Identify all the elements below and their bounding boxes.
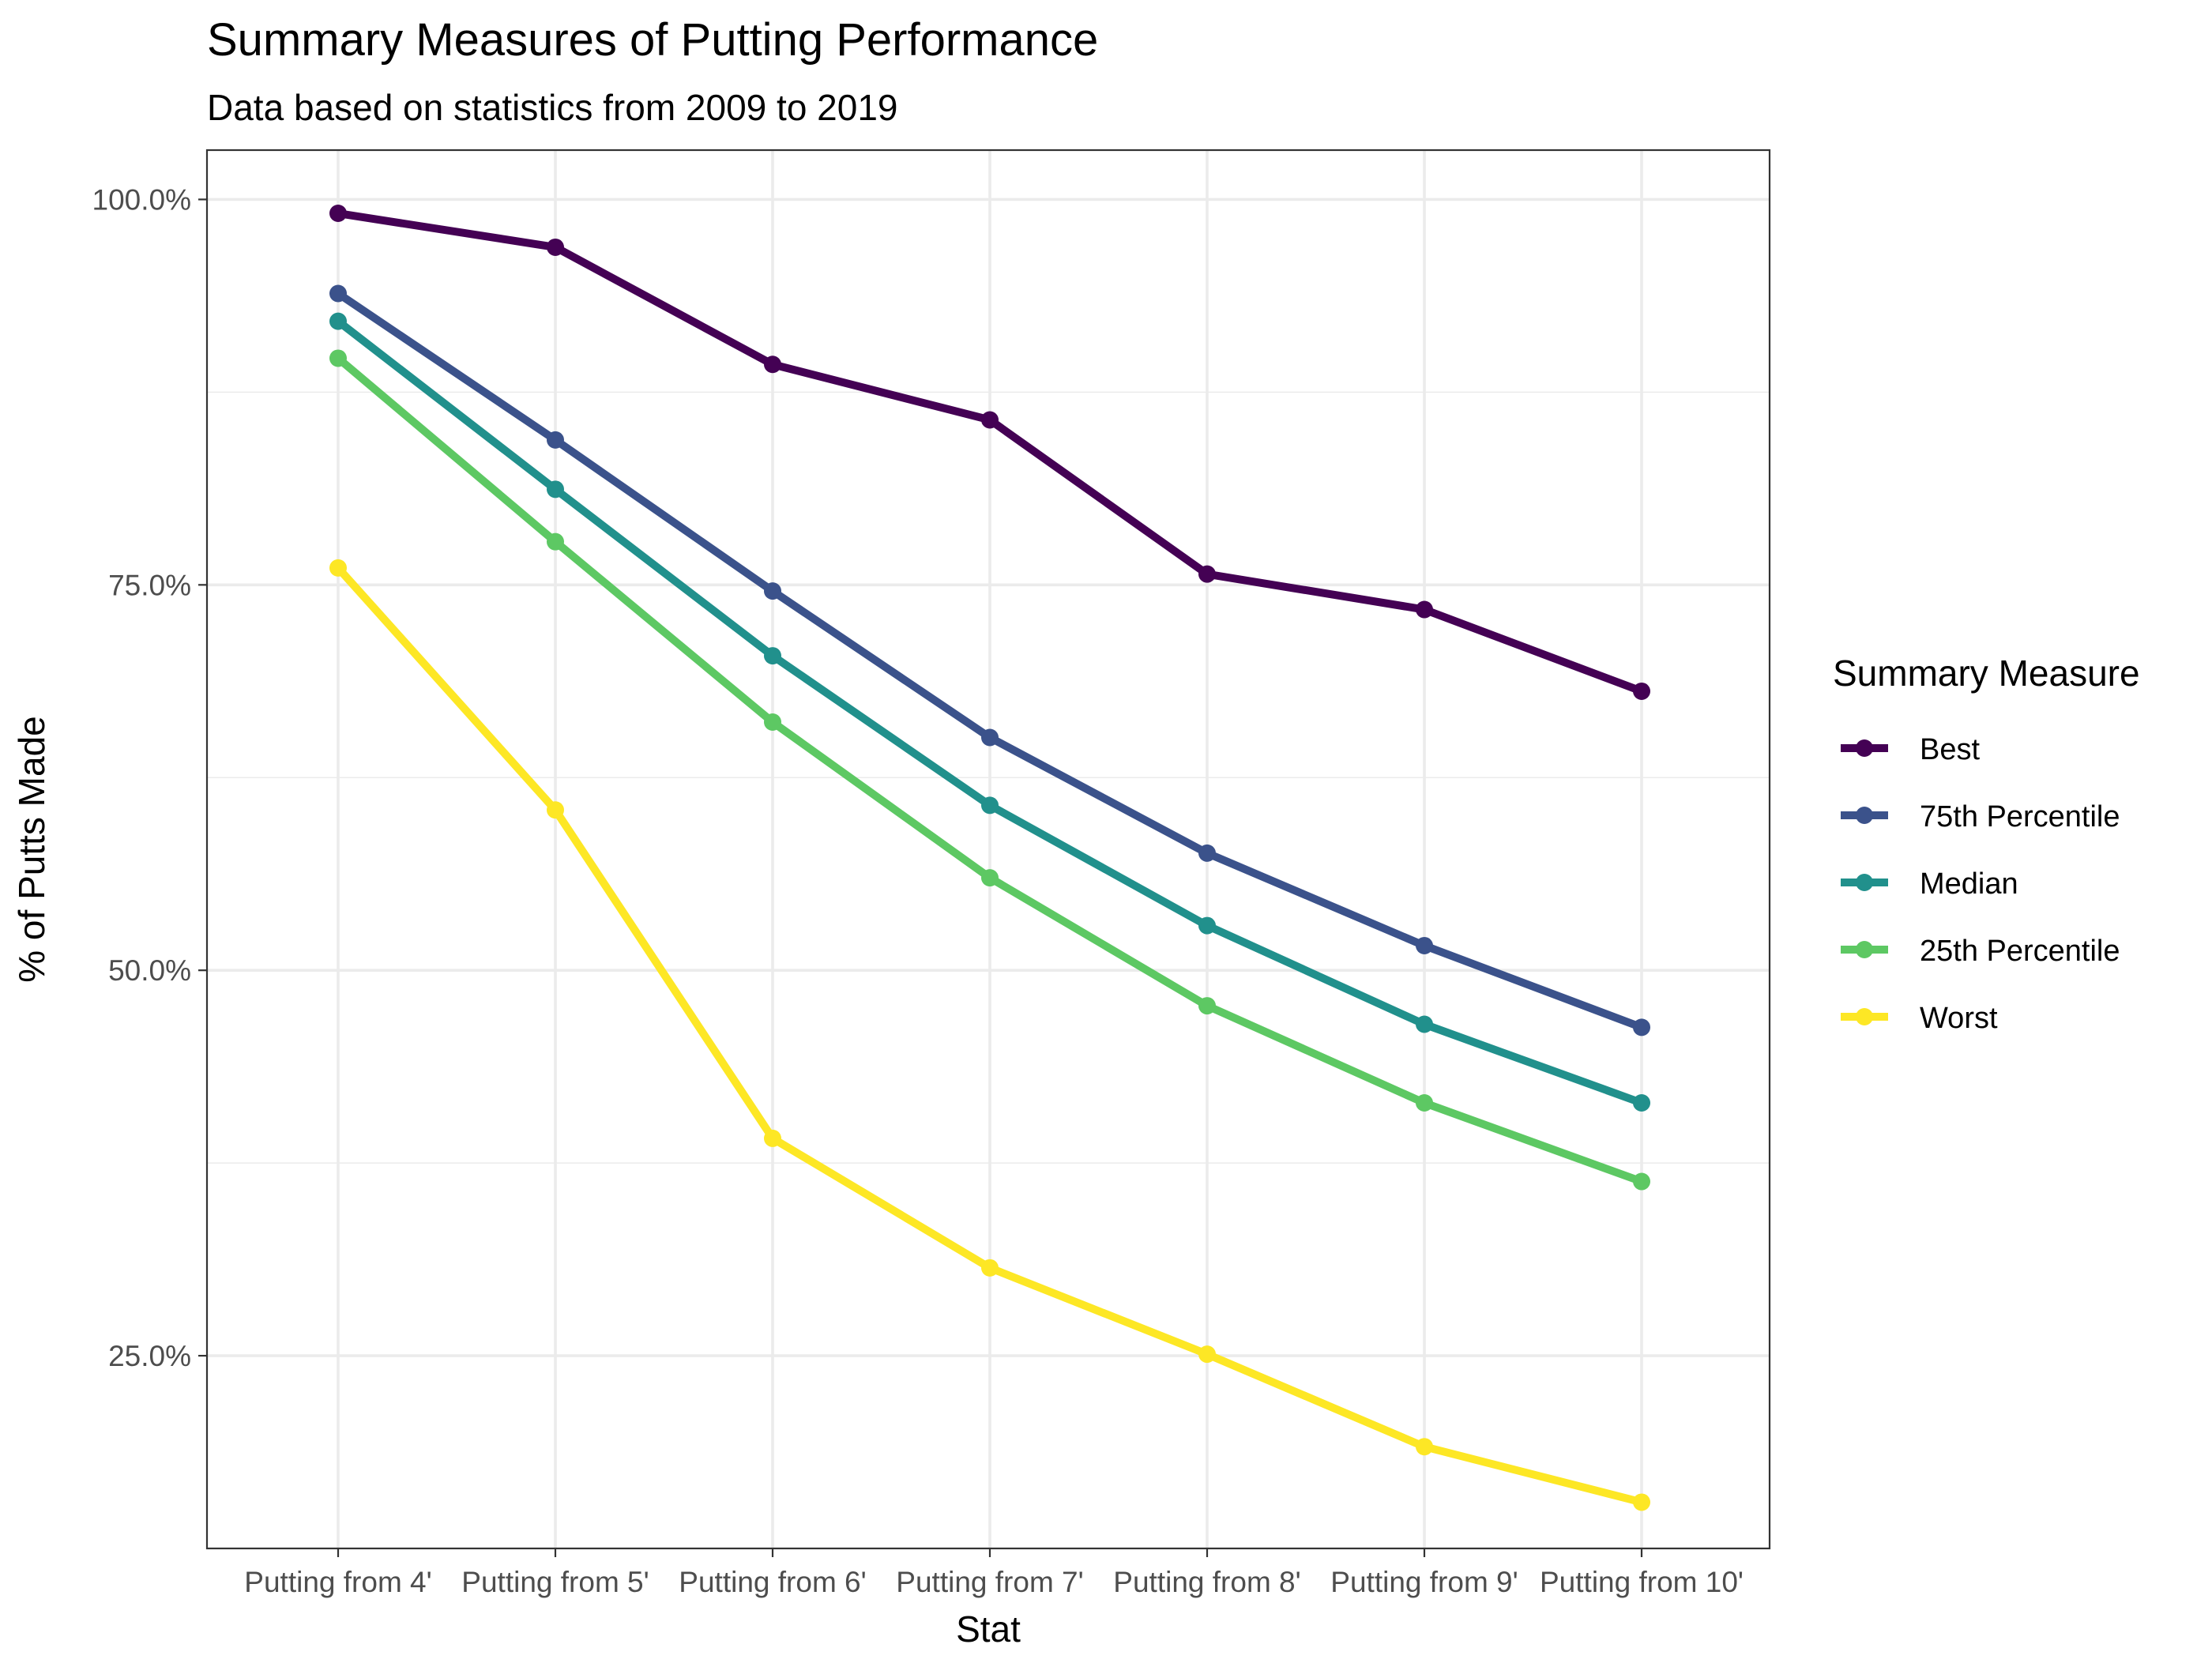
data-point — [1633, 1018, 1650, 1037]
legend-item: 75th Percentile — [1841, 800, 2120, 833]
x-tick-label: Putting from 9' — [1330, 1566, 1518, 1598]
y-axis: 25.0% 50.0% 75.0% 100.0% — [92, 183, 207, 1372]
data-point — [981, 869, 999, 887]
x-tick-label: Putting from 7' — [896, 1566, 1083, 1598]
data-point — [329, 559, 347, 577]
x-tick-label: Putting from 10' — [1540, 1566, 1744, 1598]
data-point — [547, 431, 564, 449]
legend-item: Worst — [1841, 1002, 1998, 1035]
series-25th-percentile — [329, 349, 1650, 1191]
series-75th-percentile — [329, 284, 1650, 1037]
legend-title: Summary Measure — [1833, 653, 2140, 694]
data-point — [1198, 844, 1216, 862]
legend-label: Median — [1920, 867, 2018, 901]
x-tick-label: Putting from 8' — [1113, 1566, 1300, 1598]
legend-item: Median — [1841, 867, 2018, 901]
data-point — [1198, 1345, 1216, 1364]
data-point — [1633, 1493, 1650, 1511]
y-tick-label: 25.0% — [108, 1340, 191, 1372]
data-point — [547, 801, 564, 819]
data-point — [547, 238, 564, 256]
data-point — [1633, 1094, 1650, 1112]
data-point — [547, 480, 564, 499]
x-axis-title: Stat — [956, 1608, 1021, 1650]
data-point — [1416, 600, 1433, 619]
legend-label: Worst — [1920, 1002, 1998, 1035]
data-point — [1633, 682, 1650, 700]
x-tick-label: Putting from 5' — [461, 1566, 649, 1598]
data-point — [1198, 565, 1216, 583]
data-point — [329, 284, 347, 303]
legend-key-point — [1856, 807, 1873, 824]
y-axis-title: % of Putts Made — [11, 716, 52, 983]
x-tick-label: Putting from 6' — [679, 1566, 866, 1598]
data-point — [981, 796, 999, 815]
data-point — [764, 713, 781, 732]
legend: Summary Measure Best 75th Percentile Media… — [1833, 653, 2140, 1035]
data-point — [1416, 1015, 1433, 1033]
data-point — [981, 411, 999, 429]
data-point — [1416, 936, 1433, 954]
data-point — [764, 356, 781, 374]
data-point — [329, 312, 347, 330]
y-tick-label: 50.0% — [108, 954, 191, 987]
series-worst — [329, 559, 1650, 1511]
y-tick-label: 100.0% — [92, 183, 192, 216]
legend-label: 75th Percentile — [1920, 800, 2120, 833]
data-point — [1198, 997, 1216, 1015]
legend-key-point — [1856, 1008, 1873, 1025]
legend-label: 25th Percentile — [1920, 935, 2120, 968]
legend-item: 25th Percentile — [1841, 935, 2120, 968]
series-best — [329, 205, 1650, 700]
data-point — [1198, 916, 1216, 935]
data-point — [764, 1129, 781, 1147]
legend-key-point — [1856, 874, 1873, 891]
data-point — [1633, 1172, 1650, 1191]
plot-border — [205, 149, 1771, 1550]
data-point — [1416, 1094, 1433, 1112]
grid-major — [207, 150, 1770, 1548]
data-point — [981, 728, 999, 747]
series-layer — [329, 205, 1650, 1511]
legend-item: Best — [1841, 733, 1980, 766]
series-median — [329, 312, 1650, 1112]
data-point — [764, 647, 781, 665]
chart-subtitle: Data based on statistics from 2009 to 20… — [207, 87, 898, 128]
y-tick-label: 75.0% — [108, 569, 191, 601]
legend-label: Best — [1920, 733, 1980, 766]
data-point — [329, 205, 347, 223]
x-axis: Putting from 4' Putting from 5' Putting fr… — [244, 1548, 1744, 1598]
x-tick-label: Putting from 4' — [244, 1566, 431, 1598]
chart-title: Summary Measures of Putting Performance — [207, 14, 1098, 66]
legend-key-point — [1856, 739, 1873, 757]
data-point — [1416, 1438, 1433, 1456]
legend-key-point — [1856, 941, 1873, 958]
data-point — [329, 349, 347, 367]
data-point — [981, 1259, 999, 1277]
data-point — [547, 532, 564, 551]
data-point — [764, 582, 781, 600]
